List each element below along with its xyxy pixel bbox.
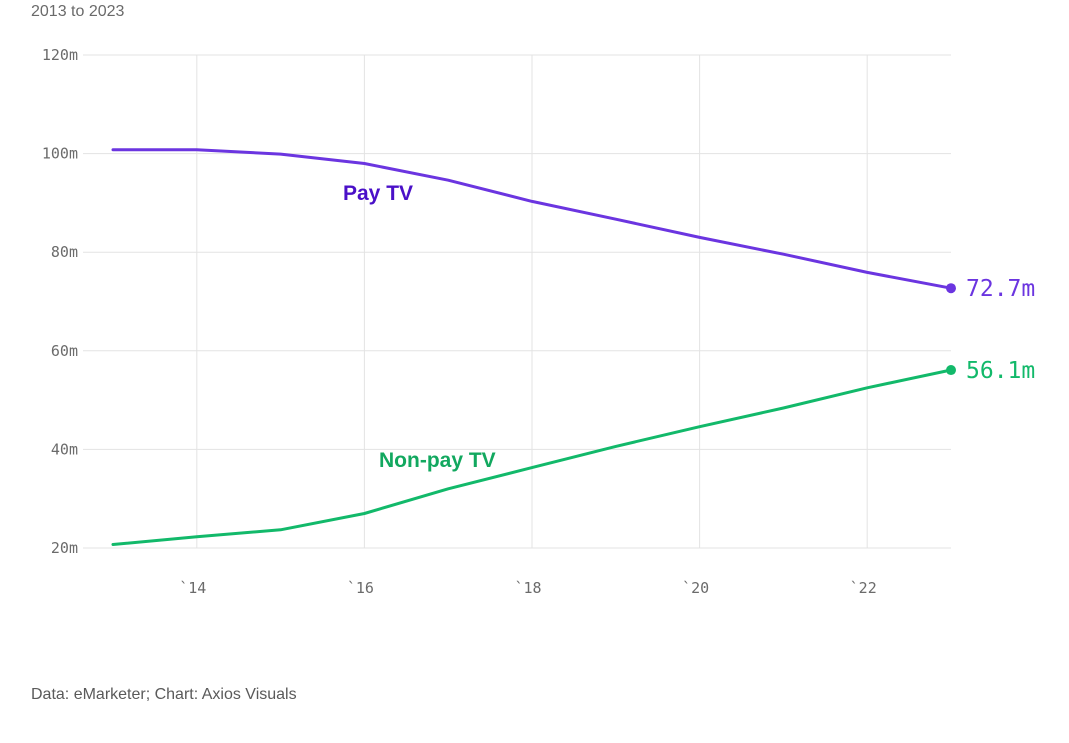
y-tick-label: 100m	[42, 145, 78, 163]
source-note: Data: eMarketer; Chart: Axios Visuals	[31, 686, 297, 703]
end-point-dot	[946, 283, 956, 294]
y-tick-label: 40m	[51, 440, 78, 458]
series-line-non-pay-tv	[111, 368, 953, 546]
series-name-label: Non-pay TV	[379, 449, 496, 472]
x-tick-label: `22	[850, 579, 877, 597]
y-tick-label: 80m	[51, 243, 78, 261]
gridlines	[83, 54, 951, 549]
x-tick-label: `14	[179, 579, 206, 597]
x-tick-label: `20	[682, 579, 709, 597]
y-tick-label: 20m	[51, 539, 78, 557]
y-tick-label: 60m	[51, 342, 78, 360]
x-tick-label: `16	[347, 579, 374, 597]
series-lines	[111, 148, 956, 546]
end-value-label: 72.7m	[966, 276, 1035, 302]
series-line-pay-tv	[111, 148, 953, 290]
end-value-label: 56.1m	[966, 358, 1035, 384]
chart-subtitle: 2013 to 2023	[31, 3, 125, 20]
axis-ticks: 20m 40m 60m 80m 100m 120m `14 `16 `18 `20 `22	[42, 46, 877, 597]
series-name-label: Pay TV	[343, 182, 413, 205]
line-chart: 20m 40m 60m 80m 100m 120m `14 `16 `18 `20 `22 72.7…	[42, 46, 1035, 597]
x-tick-label: `18	[514, 579, 541, 597]
series-labels: 72.7m Pay TV 56.1m Non-pay TV	[343, 182, 1035, 472]
end-point-dot	[946, 365, 956, 376]
y-tick-label: 120m	[42, 46, 78, 64]
